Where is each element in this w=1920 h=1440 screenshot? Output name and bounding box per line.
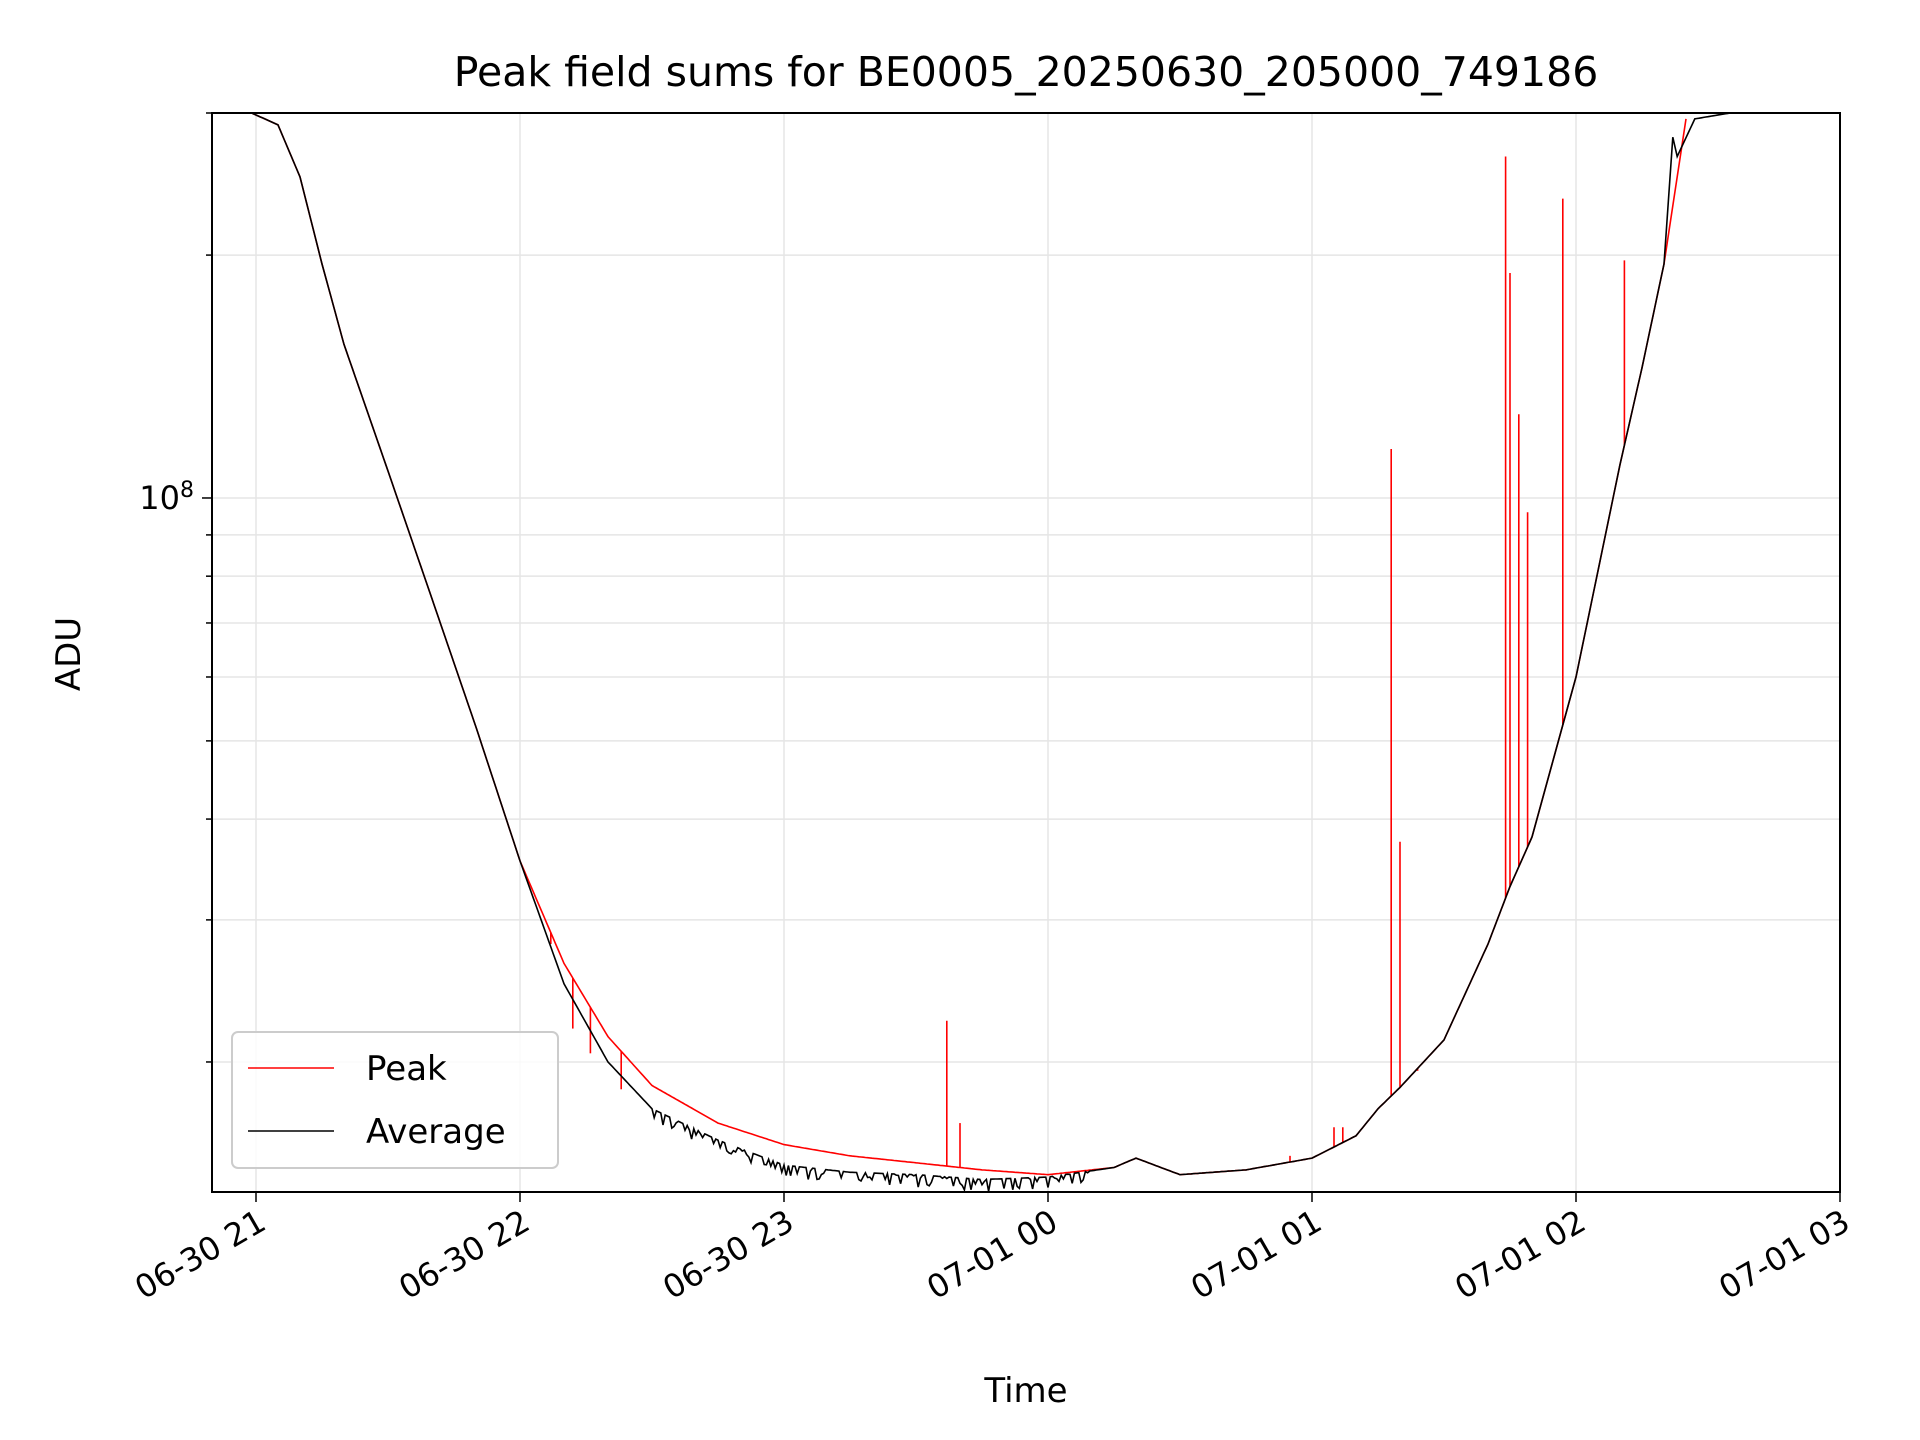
series-line-peak bbox=[251, 113, 1687, 1176]
x-tick-label: 06-30 23 bbox=[656, 1202, 800, 1307]
x-tick-label: 06-30 21 bbox=[128, 1202, 272, 1307]
plot-frame bbox=[211, 112, 1841, 1193]
x-tick-label: 07-01 00 bbox=[920, 1202, 1064, 1307]
y-tick-label: 108 bbox=[139, 477, 194, 517]
legend: Peak Average bbox=[231, 1031, 559, 1169]
x-tick-label: 07-01 02 bbox=[1448, 1202, 1592, 1307]
series-line-average bbox=[251, 113, 1731, 1192]
x-tick-label: 07-01 03 bbox=[1712, 1202, 1856, 1307]
legend-box bbox=[231, 1031, 559, 1169]
legend-label-peak: Peak bbox=[366, 1049, 447, 1089]
chart-title: Peak field sums for BE0005_20250630_2050… bbox=[454, 48, 1599, 96]
legend-label-average: Average bbox=[366, 1112, 506, 1152]
x-tick-label: 07-01 01 bbox=[1184, 1202, 1328, 1307]
grid bbox=[212, 112, 1841, 1192]
x-axis-label: Time bbox=[983, 1371, 1067, 1411]
y-axis-label: ADU bbox=[49, 617, 89, 691]
x-tick-label: 06-30 22 bbox=[392, 1202, 536, 1307]
